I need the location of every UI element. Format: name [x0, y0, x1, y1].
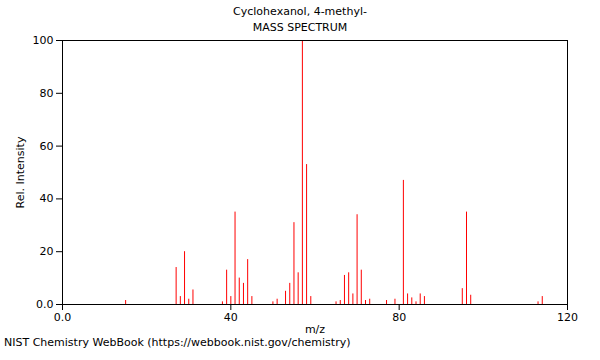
html-text:NIST Chemistry WebBook (https:: NIST Chemistry WebBook (https://webbook.…: [4, 336, 351, 349]
html-text:Cyclohexanol, 4-methyl-: Cyclohexanol, 4-methyl-: [233, 5, 367, 18]
svg-text:100: 100: [33, 34, 54, 47]
svg-text:60: 60: [40, 140, 54, 153]
svg-text:20: 20: [40, 245, 54, 258]
svg-text:40: 40: [40, 192, 54, 205]
svg-text:80: 80: [40, 87, 54, 100]
svg-text:0.0: 0.0: [36, 298, 54, 311]
svg-text:m/z: m/z: [305, 323, 325, 336]
svg-text:80: 80: [392, 311, 406, 324]
svg-text:Rel. Intensity: Rel. Intensity: [14, 136, 27, 208]
svg-text:40: 40: [224, 311, 238, 324]
html-text:MASS SPECTRUM: MASS SPECTRUM: [252, 21, 348, 34]
svg-text:0.0: 0.0: [54, 311, 72, 324]
svg-text:120: 120: [557, 311, 578, 324]
